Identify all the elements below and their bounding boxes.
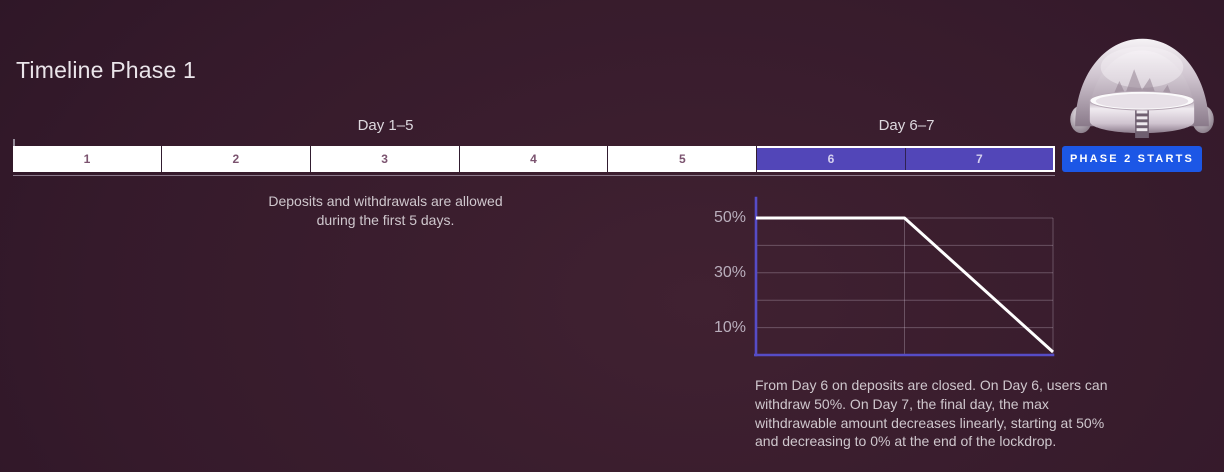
withdraw-chart-svg [754,196,1055,357]
day-cell-3: 3 [310,146,460,172]
y-tick-10: 10% [713,318,746,336]
day-cell-5: 5 [608,146,758,172]
withdrawal-chart: 50% 30% 10% [700,196,1060,360]
timeline-start-tick [13,139,15,146]
timeline-bar: 1 2 3 4 5 6 7 [13,146,1056,172]
deposit-note: Deposits and withdrawals are allowed dur… [268,193,503,228]
day-cell-4: 4 [459,146,609,172]
phase2-day-group: 6 7 [757,146,1056,172]
y-tick-50: 50% [713,209,746,226]
day-group-label-6-7: Day 6–7 [878,117,935,134]
timeline-underline [13,175,1055,176]
withdraw-note: From Day 6 on deposits are closed. On Da… [755,377,1108,450]
phase2-starts-badge: PHASE 2 STARTS [1062,146,1202,172]
day-group-label-1-5: Day 1–5 [357,117,414,134]
day-cell-2: 2 [161,146,311,172]
page-title: Timeline Phase 1 [16,57,197,83]
day-cell-1: 1 [13,146,162,172]
day-cell-6: 6 [757,148,905,170]
y-tick-30: 30% [713,263,746,281]
astro-dome-helmet-icon [1070,38,1214,139]
day-cell-7: 7 [904,148,1054,170]
